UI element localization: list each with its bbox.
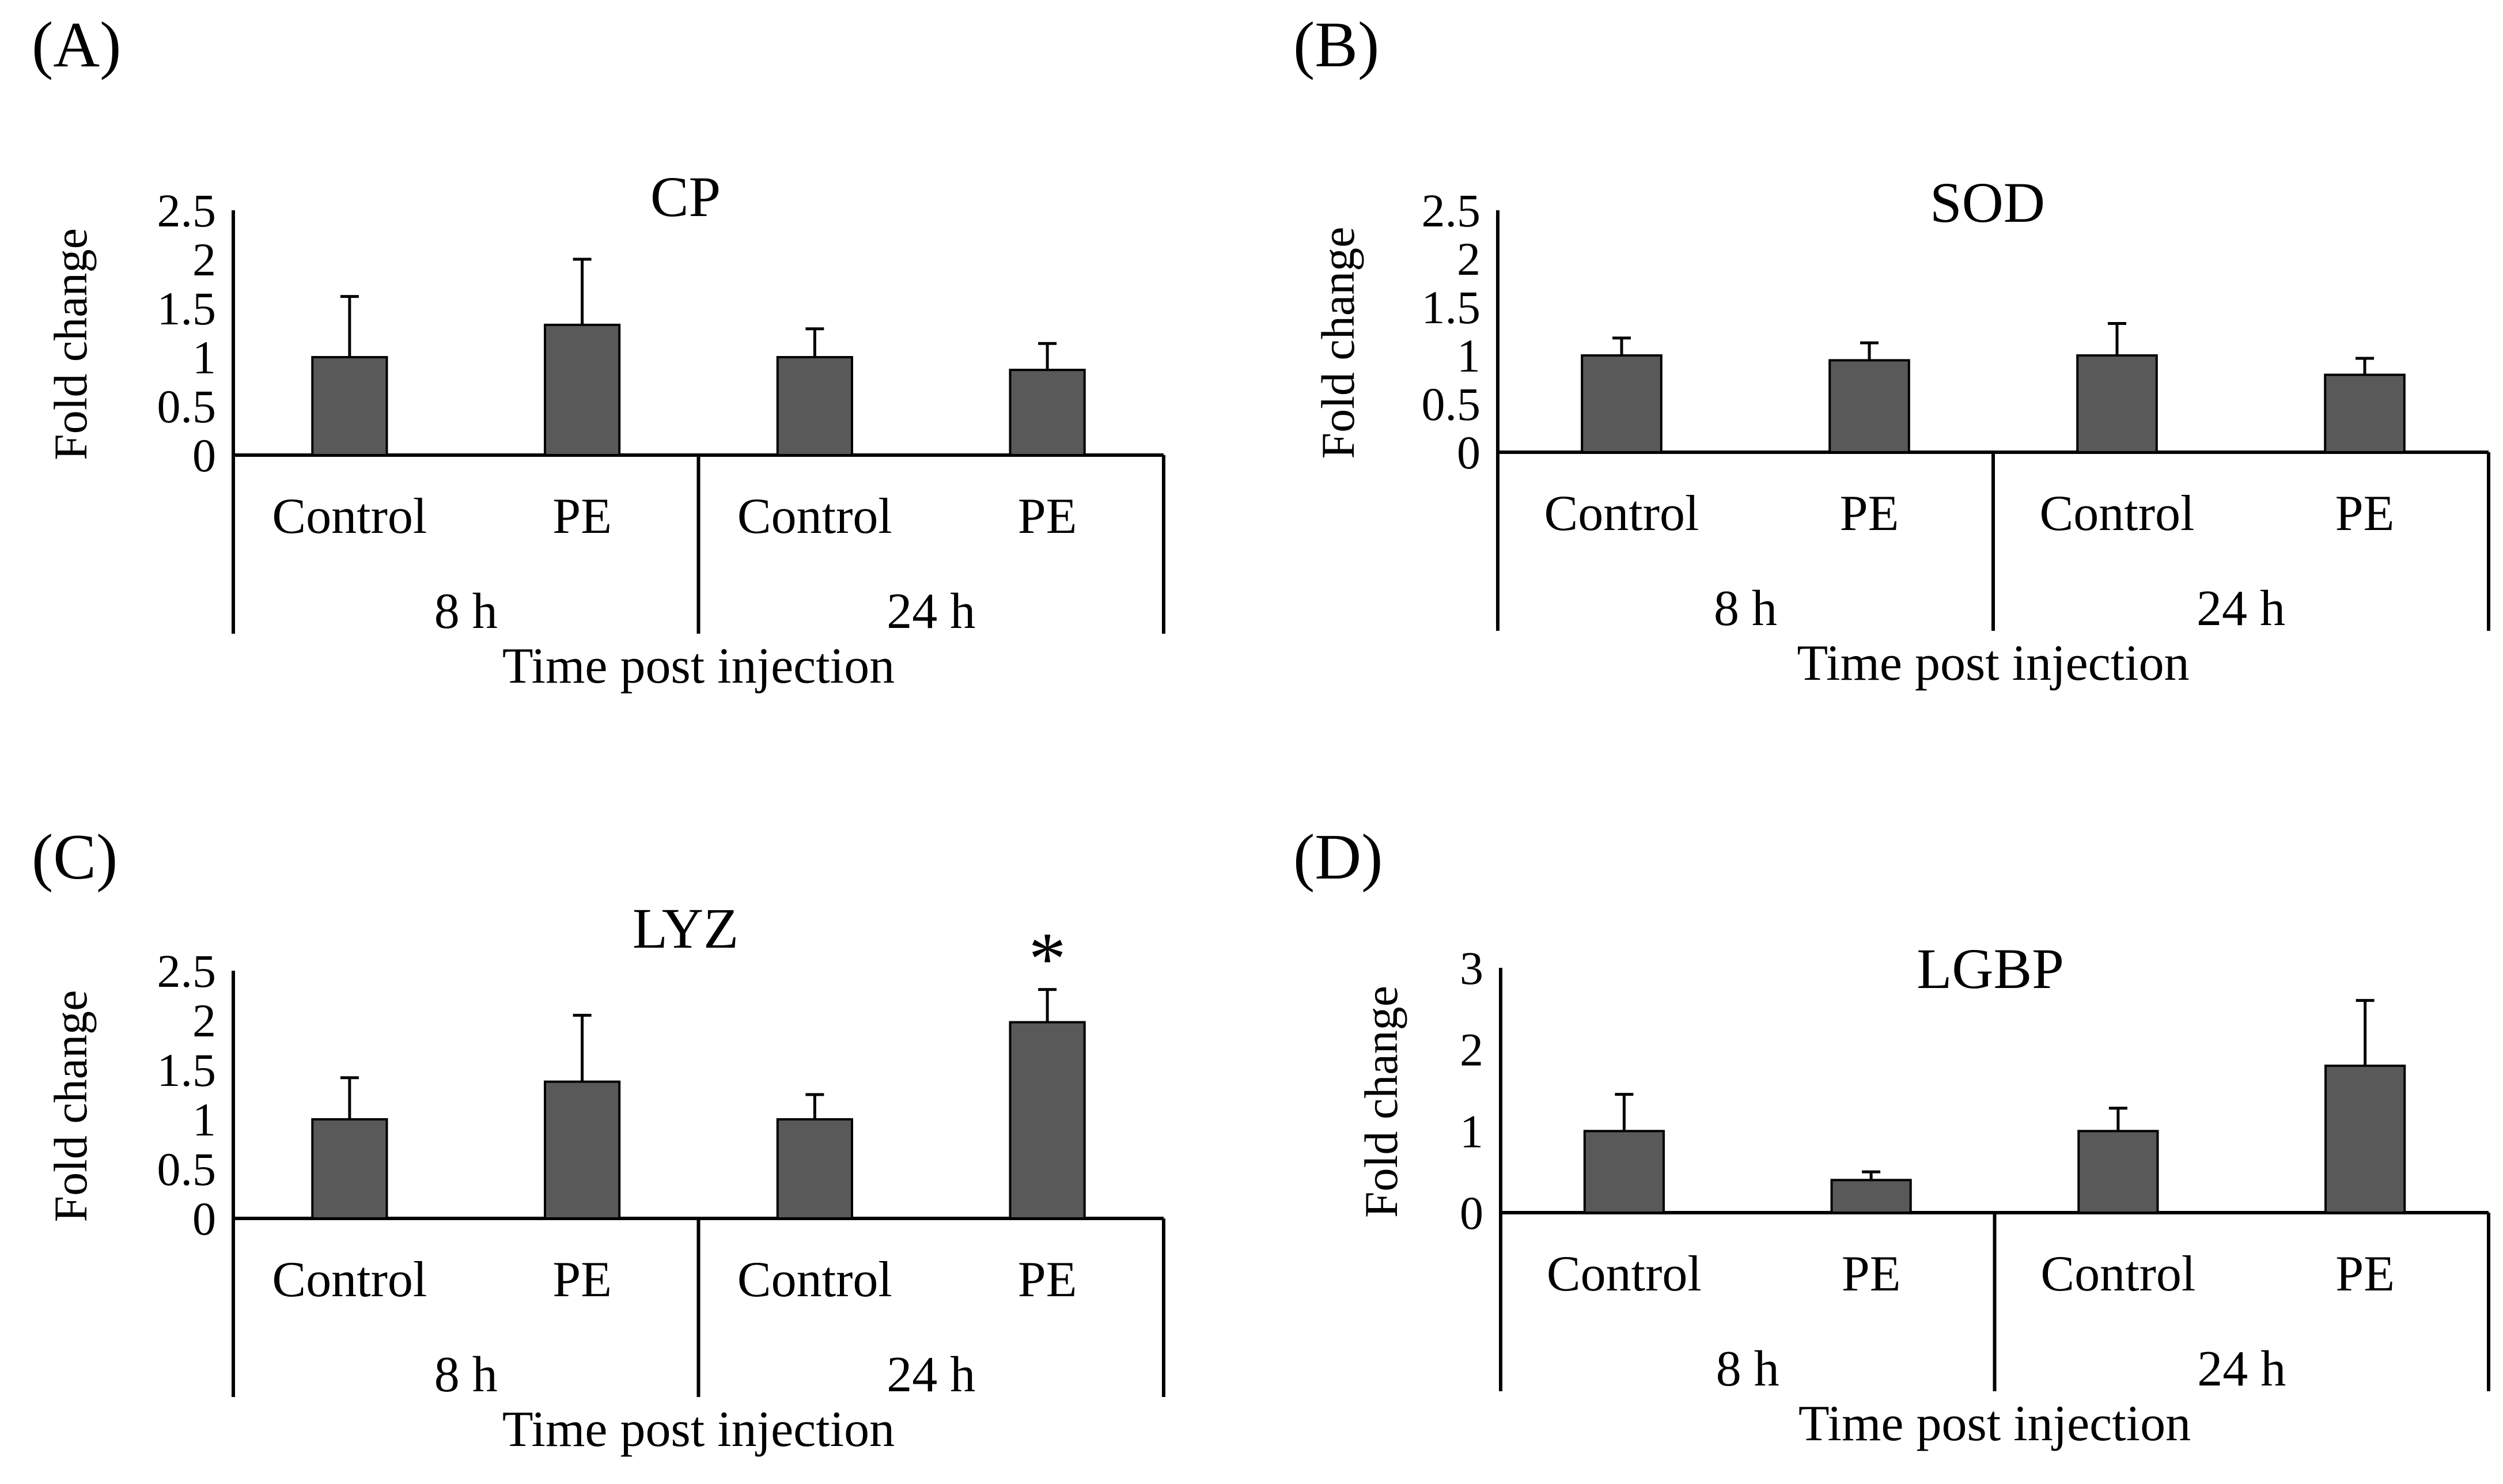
y-axis-label: Fold change [1355,986,1407,1218]
y-tick-label: 1 [1457,330,1480,382]
significance-marker: * [1029,918,1066,1001]
chart-title: SOD [1930,171,2045,234]
y-tick-label: 0 [192,429,216,482]
panel-letter: (C) [32,822,118,893]
y-tick-label: 3 [1460,942,1483,994]
y-tick-label: 2.5 [157,184,217,237]
panel-letter: (A) [32,9,121,81]
y-tick-label: 0.5 [157,1143,217,1195]
bar [1009,1021,1086,1220]
category-label: Control [737,489,892,544]
bar [776,1118,853,1220]
y-tick-label: 2 [1460,1024,1483,1076]
category-label: PE [1840,486,1899,542]
category-label: PE [1842,1246,1901,1302]
category-label: PE [2335,1246,2395,1302]
x-axis-label: Time post injection [1797,635,2189,691]
bar [2076,354,2158,453]
chart-panel-4: (D) LGBP Fold change 0 1 2 3 Control PE Control PE… [1293,822,2490,1452]
y-tick-label: 0.5 [157,380,217,433]
panel-letter: (B) [1293,9,1379,81]
x-axis-label: Time post injection [502,1402,895,1458]
chart-panel-1: (A) CP Fold change 00.511.522.5 Control PE Con… [32,9,1165,694]
chart-title: LGBP [1917,937,2064,1001]
category-label: Control [1547,1246,1702,1302]
x-axis-label: Time post injection [1798,1396,2191,1452]
category-label: PE [552,489,612,544]
category-label: Control [2040,486,2195,542]
panel-letter: (D) [1293,822,1383,893]
category-label: PE [1018,489,1077,544]
group-label: 8 h [1714,581,1777,637]
bar [776,356,853,456]
bar [1583,1130,1665,1214]
x-axis-label: Time post injection [502,638,895,694]
group-label: 24 h [2197,581,2285,637]
chart-title: LYZ [633,896,739,960]
y-tick-label: 0 [1460,1187,1483,1239]
y-tick-label: 1 [192,331,216,384]
bar [544,323,621,457]
chart-panel-2: (B) SOD Fold change 00.511.522.5 Control PE Co… [1293,9,2490,691]
bar [1009,369,1086,456]
group-label: 8 h [434,1347,498,1403]
y-tick-label: 1 [192,1093,216,1146]
y-axis-label: Fold change [44,990,97,1222]
category-label: Control [272,489,427,544]
category-label: PE [2335,486,2395,542]
chart-panel-3: (C) LYZ Fold change 00.511.522.5 Control PE Co… [32,822,1165,1458]
category-label: Control [2040,1246,2195,1302]
y-tick-label: 1.5 [157,282,217,335]
y-axis-label: Fold change [44,228,97,460]
y-tick-label: 0.5 [1422,378,1481,430]
bar [1828,359,1910,454]
group-label: 24 h [2197,1341,2286,1397]
y-tick-label: 0 [192,1192,216,1245]
y-tick-label: 1 [1460,1105,1483,1157]
bar [2324,373,2406,453]
y-tick-label: 2 [1457,233,1480,285]
category-label: PE [1018,1252,1077,1308]
category-label: Control [737,1252,892,1308]
y-tick-label: 2 [192,233,216,286]
category-label: PE [552,1252,612,1308]
chart-title: CP [650,165,721,229]
bar [1830,1179,1912,1214]
group-label: 8 h [434,584,498,639]
bar [2324,1065,2406,1214]
category-label: Control [272,1252,427,1308]
y-tick-label: 0 [1457,426,1480,479]
bar [2077,1130,2159,1214]
bar [311,1118,388,1220]
category-label: Control [1544,486,1699,542]
group-label: 24 h [887,584,975,639]
y-tick-label: 2.5 [157,945,217,997]
bar [1581,354,1663,453]
bar [311,356,388,456]
group-label: 24 h [887,1347,975,1403]
y-tick-label: 1.5 [1422,281,1481,334]
y-tick-label: 1.5 [157,1044,217,1096]
group-label: 8 h [1716,1341,1779,1397]
bar [544,1080,621,1220]
y-axis-label: Fold change [1312,226,1364,459]
y-tick-label: 2.5 [1422,184,1481,237]
y-tick-label: 2 [192,994,216,1047]
